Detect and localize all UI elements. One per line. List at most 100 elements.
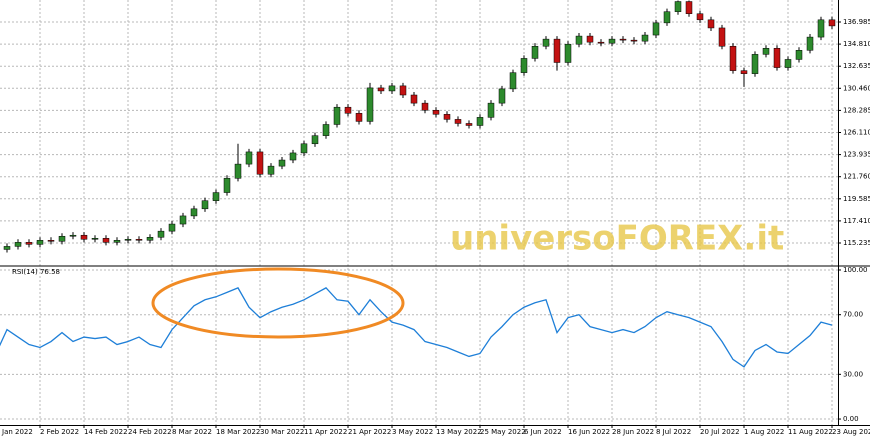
candle-body <box>729 45 737 71</box>
x-tick-label: 16 Jun 2022 <box>568 428 610 436</box>
candle-body <box>278 159 286 167</box>
candle-body <box>564 43 572 63</box>
candle-body <box>751 54 759 74</box>
x-tick-label: 11 Aug 2022 <box>788 428 833 436</box>
candle-body <box>388 85 396 92</box>
x-tick-label: 6 Jun 2022 <box>524 428 562 436</box>
candle-body <box>432 109 440 115</box>
highlight-ellipse <box>151 267 405 339</box>
candle-body <box>410 94 418 104</box>
candle-body <box>80 234 88 240</box>
candle-body <box>399 85 407 96</box>
candle-body <box>234 163 242 179</box>
candle-body <box>179 215 187 225</box>
candle-body <box>828 19 836 27</box>
candle-body <box>190 208 198 217</box>
candle-body <box>25 242 33 245</box>
candle-body <box>355 113 363 122</box>
candle-body <box>784 59 792 68</box>
y-tick-label: 136.985 <box>843 18 870 26</box>
y-tick-label: 132.635 <box>843 62 870 70</box>
candle-body <box>674 1 682 12</box>
candle-body <box>795 50 803 60</box>
candle-body <box>685 1 693 14</box>
candle-body <box>135 239 143 241</box>
candle-body <box>597 41 605 44</box>
candle-body <box>311 135 319 145</box>
candle-body <box>443 114 451 120</box>
candle-body <box>652 22 660 36</box>
y-tick-label: 121.760 <box>843 173 870 181</box>
candle-body <box>377 87 385 92</box>
watermark: universoFOREX.it <box>450 219 784 259</box>
candle-body <box>586 35 594 43</box>
candle-body <box>212 192 220 201</box>
candle-body <box>806 36 814 51</box>
candle-body <box>619 38 627 41</box>
candle-body <box>91 238 99 240</box>
candle-body <box>3 246 11 250</box>
rsi-line <box>0 287 833 368</box>
y-tick-label: 0.00 <box>843 415 859 423</box>
x-tick-label: 8 Jul 2022 <box>656 428 691 436</box>
x-tick-label: 24 Feb 2022 <box>128 428 172 436</box>
candle-body <box>47 240 55 242</box>
x-tick-label: 3 May 2022 <box>392 428 433 436</box>
candle-body <box>102 238 110 243</box>
x-tick-label: 1 Aug 2022 <box>744 428 784 436</box>
y-tick-label: 70.00 <box>843 311 863 319</box>
candle-body <box>575 35 583 45</box>
x-tick-label: Jan 2022 <box>1 428 33 436</box>
candle-body <box>542 38 550 47</box>
candle-body <box>344 106 352 114</box>
candle-body <box>14 242 22 247</box>
indicator-label: RSI(14) 76.58 <box>12 268 60 276</box>
candle-body <box>421 102 429 111</box>
y-tick-label: 134.810 <box>843 40 870 48</box>
candle-body <box>223 178 231 193</box>
y-tick-label: 115.235 <box>843 239 870 247</box>
x-tick-label: 8 Mar 2022 <box>172 428 212 436</box>
y-tick-label: 130.460 <box>843 84 870 92</box>
y-tick-label: 30.00 <box>843 370 863 378</box>
candle-body <box>641 34 649 42</box>
candle-body <box>476 117 484 126</box>
candle-body <box>300 143 308 154</box>
y-tick-label: 100.00 <box>843 266 868 274</box>
candle-body <box>168 223 176 232</box>
candle-body <box>773 48 781 68</box>
candle-body <box>817 19 825 38</box>
candle-body <box>465 123 473 126</box>
candle-body <box>509 72 517 90</box>
candle-body <box>454 119 462 124</box>
candle-body <box>498 88 506 104</box>
x-tick-label: 30 Mar 2022 <box>260 428 304 436</box>
candle-body <box>124 239 132 241</box>
candle-body <box>608 38 616 44</box>
y-tick-label: 117.410 <box>843 217 870 225</box>
candle-body <box>740 70 748 74</box>
x-tick-label: 18 Mar 2022 <box>216 428 260 436</box>
candle-body <box>520 58 528 73</box>
x-tick-label: 13 May 2022 <box>436 428 482 436</box>
x-tick-label: 2 Feb 2022 <box>40 428 79 436</box>
y-tick-label: 123.935 <box>843 151 870 159</box>
candle-body <box>256 151 264 175</box>
x-tick-label: 23 Aug 2022 <box>832 428 870 436</box>
x-tick-label: 11 Apr 2022 <box>304 428 347 436</box>
x-tick-label: 28 Jun 2022 <box>612 428 654 436</box>
candle-body <box>267 165 275 175</box>
y-tick-label: 119.585 <box>843 195 870 203</box>
y-tick-label: 126.110 <box>843 129 870 137</box>
candle-body <box>718 27 726 47</box>
x-tick-label: 21 Apr 2022 <box>348 428 391 436</box>
candle-body <box>113 240 121 243</box>
candle-body <box>157 230 165 238</box>
candle-body <box>630 39 638 42</box>
candle-body <box>58 235 66 242</box>
y-tick-label: 128.285 <box>843 106 870 114</box>
candle-body <box>69 234 77 237</box>
x-tick-label: 25 May 2022 <box>480 428 526 436</box>
